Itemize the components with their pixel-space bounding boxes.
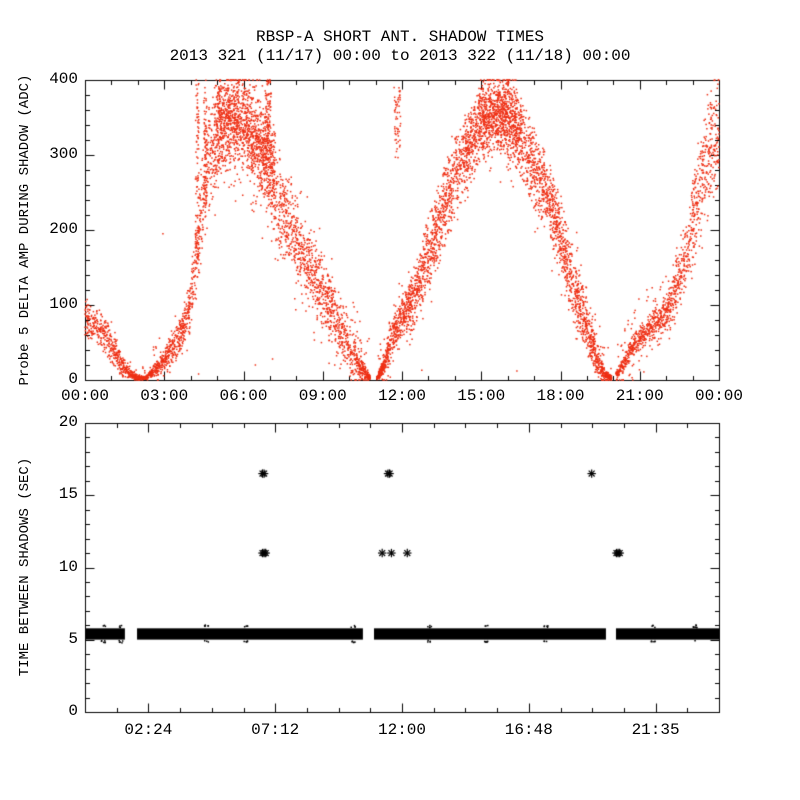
bottom-y-tick-label: 15 xyxy=(58,485,78,504)
bottom-y-tick-label: 10 xyxy=(58,557,78,576)
top-x-tick-label: 00:00 xyxy=(694,387,743,405)
top-y-tick-label: 100 xyxy=(49,295,78,313)
top-y-tick-label: 0 xyxy=(68,370,78,388)
top-y-tick-label: 300 xyxy=(49,145,78,163)
bottom-y-tick-label: 0 xyxy=(68,702,78,720)
top-x-tick-label: 18:00 xyxy=(536,387,585,405)
top-x-tick-label: 00:00 xyxy=(60,387,109,405)
top-x-tick-label: 15:00 xyxy=(457,387,506,405)
chart-title: RBSP-A SHORT ANT. SHADOW TIMES xyxy=(255,28,545,46)
top-x-tick-label: 09:00 xyxy=(298,387,347,405)
top-x-tick-label: 21:00 xyxy=(615,387,664,405)
top-y-tick-label: 200 xyxy=(49,220,78,238)
top-x-tick-label: 06:00 xyxy=(219,387,268,405)
top-x-tick-label: 03:00 xyxy=(140,387,189,405)
bottom-y-tick-label: 5 xyxy=(68,629,78,648)
bottom-y-tick-label: 20 xyxy=(58,413,78,431)
bottom-x-tick-label: 21:35 xyxy=(631,721,680,739)
bottom-x-tick-label: 12:00 xyxy=(377,721,426,739)
bottom-x-tick-label: 07:12 xyxy=(251,721,300,739)
chart-subtitle: 2013 321 (11/17) 00:00 to 2013 322 (11/1… xyxy=(169,47,631,65)
top-x-tick-label: 12:00 xyxy=(377,387,426,405)
bottom-x-tick-label: 16:48 xyxy=(504,721,553,739)
top-y-tick-label: 400 xyxy=(49,70,78,88)
bottom-x-tick-label: 02:24 xyxy=(124,721,173,739)
